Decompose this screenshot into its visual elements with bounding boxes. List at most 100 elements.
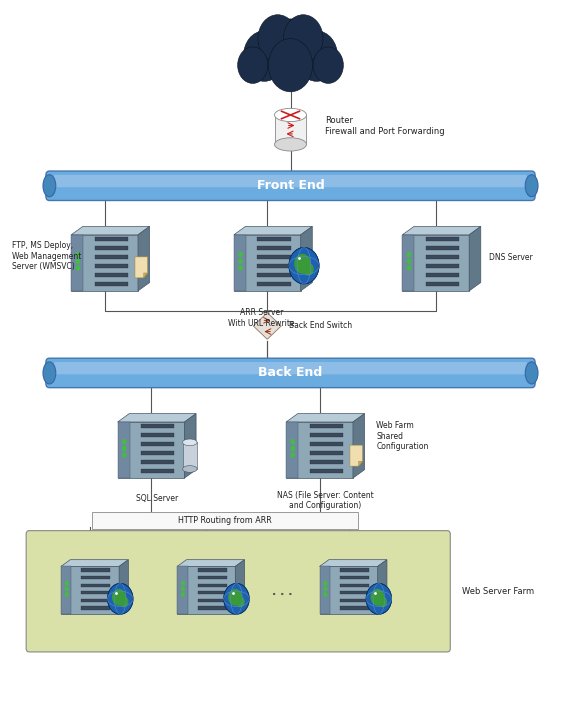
Polygon shape [257, 273, 290, 277]
Polygon shape [286, 422, 353, 478]
Polygon shape [95, 273, 128, 277]
Polygon shape [378, 559, 387, 614]
Circle shape [123, 440, 126, 444]
Polygon shape [426, 282, 459, 285]
Polygon shape [198, 583, 227, 587]
Circle shape [324, 587, 327, 590]
Polygon shape [469, 226, 481, 291]
Circle shape [296, 31, 338, 81]
Circle shape [181, 593, 185, 597]
Circle shape [243, 31, 285, 81]
Circle shape [238, 47, 268, 83]
Ellipse shape [525, 362, 538, 384]
Circle shape [228, 589, 242, 606]
Text: Back End Switch: Back End Switch [289, 322, 353, 330]
Polygon shape [301, 226, 313, 291]
Polygon shape [340, 606, 369, 610]
Circle shape [76, 266, 80, 270]
Circle shape [65, 581, 69, 585]
Polygon shape [135, 257, 148, 278]
Circle shape [366, 583, 392, 614]
Text: ARR Server
With URL Rewrite: ARR Server With URL Rewrite [228, 308, 295, 328]
Polygon shape [177, 559, 245, 566]
Ellipse shape [525, 175, 538, 197]
Circle shape [181, 587, 185, 590]
Polygon shape [426, 237, 459, 241]
Polygon shape [198, 606, 227, 610]
Polygon shape [286, 414, 365, 422]
Circle shape [123, 453, 126, 457]
Text: Web Server Farm: Web Server Farm [462, 587, 534, 596]
Polygon shape [340, 576, 369, 579]
Polygon shape [198, 591, 227, 594]
Polygon shape [141, 433, 174, 437]
Polygon shape [274, 115, 307, 144]
Circle shape [112, 589, 126, 606]
FancyBboxPatch shape [46, 171, 535, 200]
Polygon shape [257, 246, 290, 250]
Polygon shape [426, 246, 459, 250]
Circle shape [123, 447, 126, 450]
Polygon shape [257, 255, 290, 259]
Polygon shape [141, 424, 174, 428]
Polygon shape [310, 460, 343, 464]
Circle shape [291, 440, 295, 444]
Polygon shape [235, 559, 245, 614]
Polygon shape [95, 255, 128, 259]
Circle shape [239, 266, 242, 270]
Polygon shape [117, 422, 130, 478]
Polygon shape [117, 414, 196, 422]
Polygon shape [353, 414, 365, 478]
FancyBboxPatch shape [26, 531, 450, 652]
Text: FTP, MS Deploy,
Web Management
Server (WMSVC): FTP, MS Deploy, Web Management Server (W… [12, 241, 81, 271]
Text: DNS Server: DNS Server [489, 253, 533, 261]
Polygon shape [340, 599, 369, 602]
Polygon shape [117, 422, 185, 478]
Text: SQL Server: SQL Server [136, 494, 178, 503]
Polygon shape [320, 566, 330, 614]
Polygon shape [198, 599, 227, 602]
Polygon shape [81, 569, 110, 572]
Circle shape [407, 266, 411, 270]
Circle shape [65, 587, 69, 590]
Polygon shape [81, 599, 110, 602]
Polygon shape [141, 442, 174, 446]
Polygon shape [234, 235, 301, 291]
FancyBboxPatch shape [92, 512, 358, 529]
Polygon shape [234, 235, 246, 291]
Polygon shape [286, 422, 298, 478]
Circle shape [407, 252, 411, 257]
Polygon shape [310, 424, 343, 428]
Circle shape [378, 597, 387, 607]
Circle shape [120, 597, 128, 607]
Circle shape [65, 593, 69, 597]
Polygon shape [81, 576, 110, 579]
Polygon shape [81, 583, 110, 587]
Polygon shape [61, 566, 119, 614]
Polygon shape [95, 246, 128, 250]
FancyBboxPatch shape [54, 175, 527, 187]
Circle shape [294, 254, 311, 274]
Text: HTTP Routing from ARR: HTTP Routing from ARR [178, 516, 272, 524]
Polygon shape [81, 606, 110, 610]
Circle shape [371, 589, 385, 606]
Circle shape [268, 39, 313, 92]
Polygon shape [141, 469, 174, 472]
Polygon shape [177, 566, 235, 614]
Polygon shape [95, 282, 128, 285]
Circle shape [239, 259, 242, 263]
Polygon shape [177, 566, 188, 614]
Polygon shape [198, 576, 227, 579]
Polygon shape [340, 569, 369, 572]
Ellipse shape [182, 439, 197, 446]
Polygon shape [358, 461, 363, 466]
Polygon shape [182, 442, 197, 469]
Polygon shape [71, 226, 150, 235]
Polygon shape [403, 235, 469, 291]
Polygon shape [257, 237, 290, 241]
Polygon shape [71, 235, 138, 291]
Circle shape [313, 47, 343, 83]
Polygon shape [61, 566, 71, 614]
Polygon shape [95, 237, 128, 241]
Ellipse shape [274, 138, 307, 151]
